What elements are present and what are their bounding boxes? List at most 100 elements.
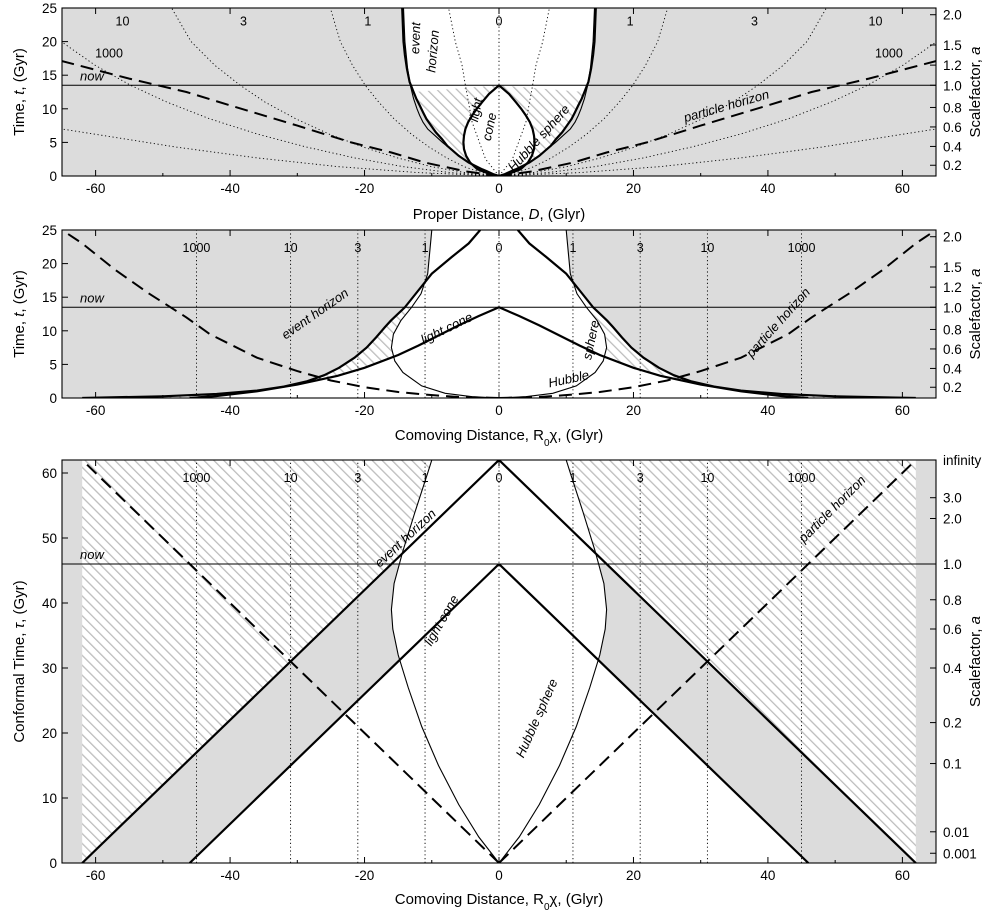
light-cone-line bbox=[188, 563, 500, 863]
now-label: now bbox=[80, 290, 105, 305]
worldline-label: 1000 bbox=[95, 47, 123, 61]
worldline bbox=[498, 8, 669, 176]
worldline-label: 1 bbox=[422, 471, 429, 485]
y-tick-label: 0 bbox=[49, 391, 57, 406]
x-tick-label: -60 bbox=[86, 181, 106, 196]
y2-tick-label: 0.6 bbox=[943, 342, 962, 357]
y2-tick-label: 0.8 bbox=[943, 322, 962, 337]
worldline bbox=[329, 8, 500, 176]
y2-tick-label: 0.2 bbox=[943, 380, 962, 395]
y2-axis-title: Scalefactor, a bbox=[967, 269, 984, 360]
y-tick-label: 10 bbox=[42, 102, 57, 117]
worldline bbox=[498, 128, 936, 176]
x-tick-label: -60 bbox=[86, 868, 106, 883]
hubble-sphere-line bbox=[390, 460, 500, 863]
light-cone-line bbox=[498, 306, 809, 398]
y-tick-label: 20 bbox=[42, 257, 57, 272]
worldline-label: 1 bbox=[422, 241, 429, 255]
y-tick-label: 30 bbox=[42, 661, 57, 676]
plot-area bbox=[62, 230, 936, 398]
worldline-label: 1 bbox=[569, 471, 576, 485]
worldline-label: 0 bbox=[496, 14, 503, 28]
worldline-label: 10 bbox=[284, 471, 298, 485]
plot-area bbox=[62, 460, 936, 863]
worldline-label: 1 bbox=[627, 14, 634, 28]
y-tick-label: 5 bbox=[49, 357, 57, 372]
x-tick-label: 0 bbox=[495, 403, 503, 418]
curve-annotation: cone bbox=[479, 111, 500, 142]
worldline-label: 1 bbox=[569, 241, 576, 255]
light-cone-interior-left bbox=[463, 85, 499, 176]
x-tick-label: 20 bbox=[626, 868, 641, 883]
worldline-label: 3 bbox=[637, 471, 644, 485]
worldline bbox=[62, 41, 500, 176]
worldline bbox=[498, 8, 827, 176]
worldline bbox=[62, 128, 500, 176]
hubble-sphere-line bbox=[390, 230, 500, 398]
light-cone-line bbox=[189, 306, 500, 398]
y-tick-label: 15 bbox=[42, 290, 57, 305]
y2-tick-label: 0.8 bbox=[943, 593, 962, 608]
worldline-label: 1000 bbox=[875, 47, 903, 61]
y2-tick-label: 0.2 bbox=[943, 716, 962, 731]
x-tick-label: -40 bbox=[220, 868, 240, 883]
worldline-label: 3 bbox=[240, 14, 247, 28]
worldline-label: 10 bbox=[700, 471, 714, 485]
y2-tick-label: 0.8 bbox=[943, 100, 962, 115]
x-tick-label: -40 bbox=[220, 181, 240, 196]
y-tick-label: 25 bbox=[42, 223, 57, 238]
x-tick-label: 60 bbox=[895, 403, 910, 418]
worldline bbox=[498, 41, 936, 176]
y-tick-label: 20 bbox=[42, 726, 57, 741]
y2-tick-label: 2.0 bbox=[943, 8, 962, 23]
x-axis-title: Proper Distance, D, (Glyr) bbox=[413, 206, 586, 223]
particle-horizon-line bbox=[498, 230, 936, 398]
worldline-label: 10 bbox=[869, 14, 883, 28]
y2-tick-label: 0.2 bbox=[943, 158, 962, 173]
x-tick-label: 20 bbox=[626, 403, 641, 418]
worldline-label: 10 bbox=[116, 14, 130, 28]
x-tick-label: -20 bbox=[355, 403, 375, 418]
event-horizon-line bbox=[401, 8, 500, 176]
x-tick-label: 20 bbox=[626, 181, 641, 196]
y2-tick-label: 1.0 bbox=[943, 557, 962, 572]
particle-horizon-line bbox=[62, 230, 500, 398]
x-tick-label: 40 bbox=[760, 868, 775, 883]
worldline-label: 3 bbox=[354, 241, 361, 255]
x-tick-label: 60 bbox=[895, 181, 910, 196]
y2-tick-label: 0.4 bbox=[943, 661, 962, 676]
curve-annotation: horizon bbox=[423, 29, 442, 73]
y2-tick-label: 0.001 bbox=[943, 846, 977, 861]
x-tick-label: 0 bbox=[495, 181, 503, 196]
y2-tick-label: 0.6 bbox=[943, 622, 962, 637]
y2-tick-label: 1.0 bbox=[943, 78, 962, 93]
worldline-label: 1000 bbox=[788, 471, 816, 485]
y-tick-label: 0 bbox=[49, 856, 57, 871]
x-tick-label: 40 bbox=[760, 181, 775, 196]
y2-tick-label: 1.2 bbox=[943, 280, 962, 295]
worldline-label: 1 bbox=[364, 14, 371, 28]
particle-horizon-line bbox=[498, 460, 917, 863]
particle-horizon-line bbox=[81, 460, 500, 863]
worldline bbox=[171, 8, 500, 176]
y2-tick-label: 2.0 bbox=[943, 512, 962, 527]
x-axis-title: Comoving Distance, R0χ, (Glyr) bbox=[395, 891, 604, 913]
y-tick-label: 10 bbox=[42, 324, 57, 339]
y-tick-label: 50 bbox=[42, 531, 57, 546]
now-label: now bbox=[80, 68, 105, 83]
y2-tick-label: 0.4 bbox=[943, 139, 962, 154]
worldline-label: 10 bbox=[700, 241, 714, 255]
x-tick-label: -60 bbox=[86, 403, 106, 418]
y-tick-label: 25 bbox=[42, 1, 57, 16]
worldline-label: 3 bbox=[354, 471, 361, 485]
worldline-label: 1000 bbox=[183, 241, 211, 255]
hubble-sphere-line bbox=[498, 230, 608, 398]
plot-area bbox=[62, 8, 936, 176]
y2-tick-label: 1.5 bbox=[943, 38, 962, 53]
y2-tick-label: 1.2 bbox=[943, 58, 962, 73]
y-axis-title: Time, t, (Gyr) bbox=[11, 48, 28, 136]
